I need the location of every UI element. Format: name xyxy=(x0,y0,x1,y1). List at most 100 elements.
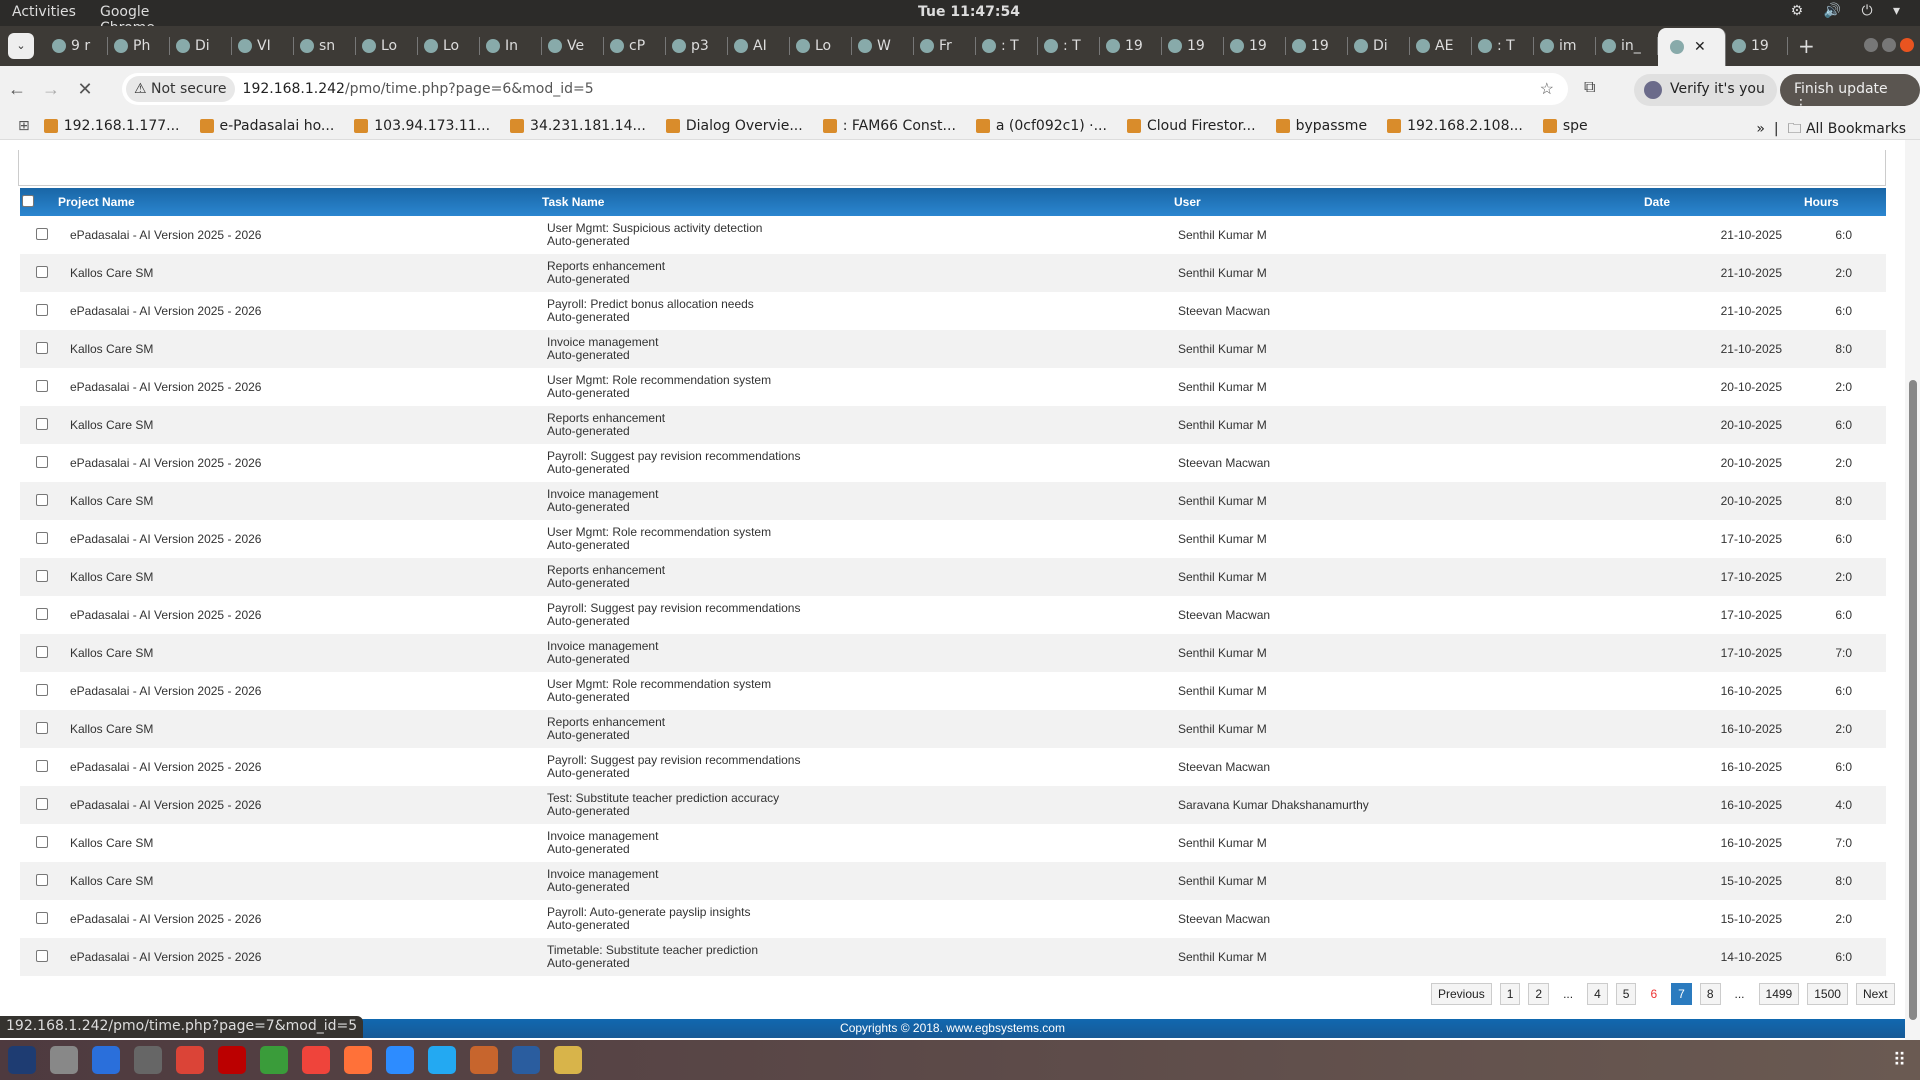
close-tab-icon[interactable]: ✕ xyxy=(1694,39,1706,55)
page-link[interactable]: Previous xyxy=(1431,983,1492,1005)
writer-icon[interactable] xyxy=(512,1046,540,1074)
bookmark-item[interactable]: Cloud Firestor... xyxy=(1126,118,1256,134)
bookmark-item[interactable]: bypassme xyxy=(1275,118,1367,134)
row-checkbox[interactable] xyxy=(36,265,48,278)
row-checkbox[interactable] xyxy=(36,835,48,848)
browser-tab[interactable]: 19 xyxy=(1224,37,1286,55)
browser-tab[interactable]: im xyxy=(1534,37,1596,55)
page-link[interactable]: 2 xyxy=(1528,983,1550,1005)
browser-tab[interactable]: VI xyxy=(232,37,294,55)
calc-sheet-icon[interactable] xyxy=(260,1046,288,1074)
row-checkbox[interactable] xyxy=(36,949,48,962)
row-checkbox[interactable] xyxy=(36,721,48,734)
bookmark-item[interactable]: 34.231.181.14... xyxy=(510,118,646,134)
bookmark-item[interactable]: 192.168.1.177... xyxy=(43,118,180,134)
row-checkbox[interactable] xyxy=(36,911,48,924)
bookmark-item[interactable]: spe xyxy=(1542,118,1588,134)
row-checkbox[interactable] xyxy=(36,531,48,544)
finish-update-button[interactable]: Finish update ⋮ xyxy=(1780,74,1920,113)
select-all-checkbox[interactable] xyxy=(22,194,34,207)
new-tab-button[interactable]: + xyxy=(1798,34,1815,58)
browser-tab[interactable]: Lo xyxy=(418,37,480,55)
bookmark-item[interactable]: e-Padasalai ho... xyxy=(199,118,334,134)
vscode-icon[interactable] xyxy=(428,1046,456,1074)
activities-button[interactable]: Activities xyxy=(12,4,76,20)
tab-search-button[interactable]: ⌄ xyxy=(8,33,34,59)
anydesk-icon[interactable] xyxy=(302,1046,330,1074)
show-apps-icon[interactable]: ⠿ xyxy=(1892,1050,1906,1070)
address-bar[interactable]: ⚠ Not secure 192.168.1.242/pmo/time.php?… xyxy=(122,73,1568,105)
browser-tab[interactable]: cP xyxy=(604,37,666,55)
row-checkbox[interactable] xyxy=(36,569,48,582)
stop-loading-button[interactable]: ✕ xyxy=(77,79,93,99)
row-checkbox[interactable] xyxy=(36,455,48,468)
browser-tab[interactable]: 19 xyxy=(1286,37,1348,55)
header-hours[interactable]: Hours xyxy=(1804,188,1886,216)
browser-tab[interactable]: 19 xyxy=(1726,37,1788,55)
browser-tab[interactable]: in_ xyxy=(1596,37,1658,55)
page-link[interactable]: Next xyxy=(1855,983,1895,1005)
forward-button[interactable]: → xyxy=(42,79,60,99)
browser-tab[interactable]: Ve xyxy=(542,37,604,55)
scrollbar-thumb[interactable] xyxy=(1909,380,1917,1020)
page-link[interactable]: 6 xyxy=(1650,987,1658,1001)
browser-tab[interactable]: sn xyxy=(294,37,356,55)
filezilla-icon[interactable] xyxy=(218,1046,246,1074)
browser-tab[interactable]: : T xyxy=(976,37,1038,55)
vscode-insiders-icon[interactable] xyxy=(8,1046,36,1074)
row-checkbox[interactable] xyxy=(36,227,48,240)
zoom-icon[interactable] xyxy=(386,1046,414,1074)
apps-grid-icon[interactable]: ⊞ xyxy=(18,118,30,134)
thunderbird-icon[interactable] xyxy=(92,1046,120,1074)
row-checkbox[interactable] xyxy=(36,645,48,658)
row-checkbox[interactable] xyxy=(36,417,48,430)
row-checkbox[interactable] xyxy=(36,341,48,354)
page-link[interactable]: 4 xyxy=(1587,983,1608,1005)
minimize-button[interactable] xyxy=(1864,38,1878,52)
not-secure-badge[interactable]: ⚠ Not secure xyxy=(126,76,235,102)
row-checkbox[interactable] xyxy=(36,797,48,810)
header-project[interactable]: Project Name xyxy=(58,188,537,216)
row-checkbox[interactable] xyxy=(36,683,48,696)
bookmark-item[interactable]: : FAM66 Const... xyxy=(822,118,956,134)
browser-tab[interactable]: AE xyxy=(1410,37,1472,55)
verify-profile-button[interactable]: Verify it's you xyxy=(1634,74,1777,106)
browser-tab[interactable]: ✕ xyxy=(1658,28,1726,66)
browser-tab[interactable]: Fr xyxy=(914,37,976,55)
page-link[interactable]: 8 xyxy=(1699,983,1721,1005)
browser-tab[interactable]: : T xyxy=(1038,37,1100,55)
firefox-icon[interactable] xyxy=(344,1046,372,1074)
browser-tab[interactable]: : T xyxy=(1472,37,1534,55)
row-checkbox[interactable] xyxy=(36,493,48,506)
all-bookmarks[interactable]: » | 🗀 All Bookmarks xyxy=(1756,121,1906,137)
page-link[interactable]: 1 xyxy=(1499,983,1521,1005)
draw-icon[interactable] xyxy=(554,1046,582,1074)
bookmark-item[interactable]: Dialog Overvie... xyxy=(665,118,803,134)
scrollbar[interactable] xyxy=(1905,140,1920,1040)
page-link[interactable]: 5 xyxy=(1615,983,1637,1005)
browser-tab[interactable]: Lo xyxy=(790,37,852,55)
extensions-icon[interactable]: ⧉ xyxy=(1584,79,1596,96)
chrome-icon[interactable] xyxy=(176,1046,204,1074)
bookmark-item[interactable]: 103.94.173.11... xyxy=(354,118,490,134)
bookmark-item[interactable]: a (0cf092c1) ·... xyxy=(975,118,1107,134)
maximize-button[interactable] xyxy=(1882,38,1896,52)
browser-tab[interactable]: In xyxy=(480,37,542,55)
browser-tab[interactable]: Di xyxy=(170,37,232,55)
clock[interactable]: Tue 11:47:54 xyxy=(918,4,1020,20)
browser-tab[interactable]: Ph xyxy=(108,37,170,55)
browser-tab[interactable]: Di xyxy=(1348,37,1410,55)
page-link[interactable]: 1500 xyxy=(1807,983,1848,1005)
row-checkbox[interactable] xyxy=(36,303,48,316)
browser-tab[interactable]: W xyxy=(852,37,914,55)
browser-tab[interactable]: AI xyxy=(728,37,790,55)
close-window-button[interactable] xyxy=(1900,38,1914,52)
browser-tab[interactable]: p3 xyxy=(666,37,728,55)
url-text[interactable]: 192.168.1.242/pmo/time.php?page=6&mod_id… xyxy=(243,81,594,97)
row-checkbox[interactable] xyxy=(36,607,48,620)
bookmark-star-icon[interactable]: ☆ xyxy=(1539,81,1554,98)
browser-tab[interactable]: Lo xyxy=(356,37,418,55)
row-checkbox[interactable] xyxy=(36,379,48,392)
header-task[interactable]: Task Name xyxy=(537,188,1166,216)
back-button[interactable]: ← xyxy=(8,79,26,99)
